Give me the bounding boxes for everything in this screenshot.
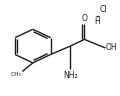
Text: O: O (82, 14, 88, 23)
Text: OH: OH (106, 43, 118, 53)
Text: NH₂: NH₂ (63, 71, 78, 80)
Text: Cl: Cl (100, 5, 107, 14)
Text: H: H (94, 17, 99, 26)
Text: CH₃: CH₃ (11, 72, 22, 77)
